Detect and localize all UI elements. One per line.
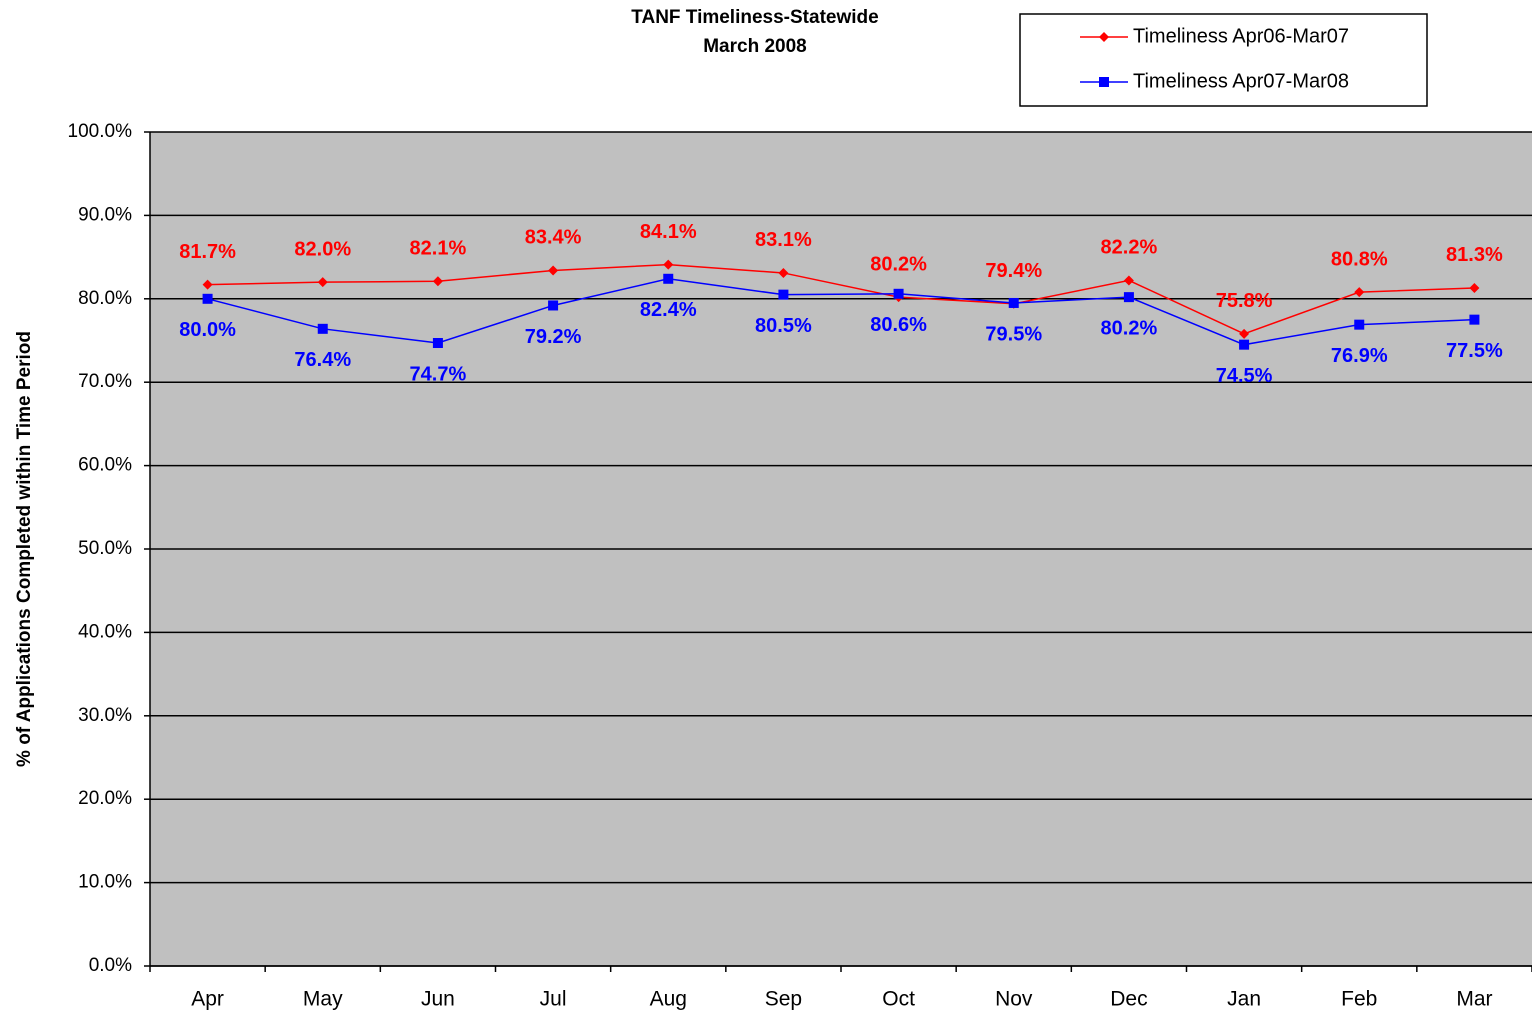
x-tick-label: Mar [1456, 988, 1492, 1011]
y-tick-label: 20.0% [78, 788, 132, 809]
point [1123, 292, 1134, 303]
point [548, 300, 559, 311]
x-tick-label: Nov [995, 988, 1033, 1011]
y-tick-label: 0.0% [89, 955, 132, 976]
point [1008, 297, 1019, 308]
y-tick-label: 70.0% [78, 371, 132, 392]
x-tick-label: Dec [1110, 988, 1147, 1011]
point [202, 293, 213, 304]
x-tick-label: Jun [421, 988, 455, 1011]
point [432, 276, 443, 287]
series-line [207, 263, 1475, 335]
x-tick-label: Oct [882, 988, 915, 1011]
x-tick-label: Feb [1341, 988, 1377, 1011]
point [663, 273, 674, 284]
data-label: 75.8% [1216, 290, 1273, 312]
data-label: 80.2% [1101, 317, 1158, 339]
data-label: 80.6% [870, 314, 927, 336]
y-tick-label: 30.0% [78, 705, 132, 726]
point [1239, 339, 1250, 350]
data-label: 76.4% [294, 349, 351, 371]
data-label: 80.0% [179, 319, 236, 341]
data-label: 80.5% [755, 315, 812, 337]
data-label: 81.3% [1446, 244, 1503, 266]
data-label: 79.4% [985, 260, 1042, 282]
point [548, 265, 559, 276]
data-label: 82.2% [1101, 237, 1158, 259]
x-tick-label: Aug [650, 988, 687, 1011]
y-axis-label: % of Applications Completed within Time … [14, 331, 35, 767]
y-tick-label: 100.0% [68, 121, 133, 142]
x-tick-label: Sep [765, 988, 802, 1011]
point [1354, 319, 1365, 330]
data-label: 76.9% [1331, 345, 1388, 367]
x-tick-label: Jul [540, 988, 567, 1011]
data-label: 82.0% [294, 238, 351, 260]
data-label: 74.7% [410, 363, 467, 385]
point [432, 338, 443, 349]
x-tick-label: Jan [1227, 988, 1261, 1011]
point [1123, 275, 1134, 286]
data-label: 82.4% [640, 299, 697, 321]
legend-label: Timeliness Apr06-Mar07 [1133, 25, 1349, 47]
x-tick-label: May [303, 988, 343, 1011]
data-label: 83.1% [755, 229, 812, 251]
point [778, 289, 789, 300]
data-label: 79.2% [525, 326, 582, 348]
point [893, 288, 904, 299]
legend-label: Timeliness Apr07-Mar08 [1133, 70, 1349, 92]
chart-title: TANF Timeliness-Statewide [631, 7, 878, 28]
x-tick-label: Apr [191, 988, 224, 1011]
y-tick-label: 90.0% [78, 204, 132, 225]
data-label: 77.5% [1446, 340, 1503, 362]
point [317, 323, 328, 334]
data-label: 84.1% [640, 221, 697, 243]
point [778, 267, 789, 278]
point [1354, 287, 1365, 298]
data-label: 79.5% [985, 323, 1042, 345]
point [1099, 32, 1109, 42]
y-tick-label: 80.0% [78, 288, 132, 309]
data-label: 82.1% [410, 238, 467, 260]
y-tick-label: 50.0% [78, 538, 132, 559]
data-label: 80.8% [1331, 248, 1388, 270]
point [202, 279, 213, 290]
data-label: 83.4% [525, 227, 582, 249]
point [663, 259, 674, 270]
point [1099, 77, 1109, 87]
point [317, 277, 328, 288]
y-tick-label: 10.0% [78, 872, 132, 893]
point [1469, 282, 1480, 293]
point [1239, 328, 1250, 339]
chart-subtitle: March 2008 [703, 36, 807, 57]
legend-box [1019, 13, 1428, 107]
y-tick-label: 60.0% [78, 455, 132, 476]
point [1469, 314, 1480, 325]
data-label: 74.5% [1216, 365, 1273, 387]
series-line [207, 278, 1475, 346]
data-label: 81.7% [179, 241, 236, 263]
y-tick-label: 40.0% [78, 621, 132, 642]
data-label: 80.2% [870, 253, 927, 275]
